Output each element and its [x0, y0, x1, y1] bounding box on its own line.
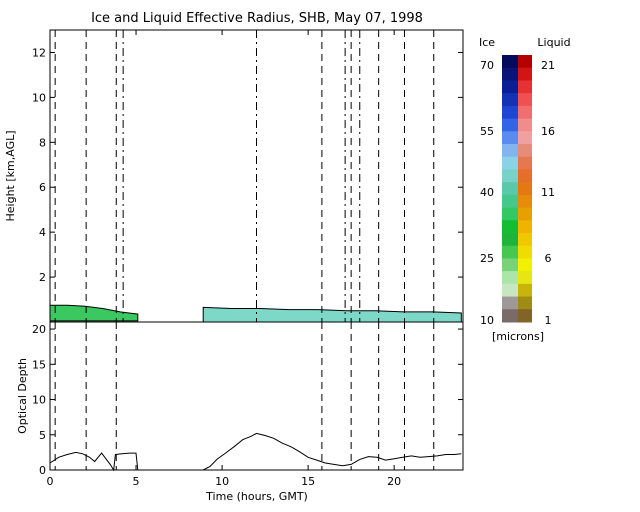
- ice-color-cell-18: [502, 271, 518, 285]
- optical-depth-tick-label-10: 10: [32, 394, 46, 407]
- ice-color-cell-16: [502, 245, 518, 259]
- ice-color-cell-17: [502, 258, 518, 272]
- ice-color-cell-10: [502, 169, 518, 183]
- height-tick-label-10: 10: [32, 91, 46, 104]
- liquid-color-cell-15: [518, 233, 532, 247]
- ice-color-cell-7: [502, 131, 518, 145]
- ice-color-cell-21: [502, 309, 518, 323]
- liquid-tick-label-11: 11: [541, 186, 555, 199]
- ice-color-cell-4: [502, 93, 518, 107]
- ice-tick-label-70: 70: [480, 59, 494, 72]
- colorbar-tick-labels: 70 55 40 25 10 21 16 11 6 1: [480, 59, 555, 327]
- ice-tick-label-55: 55: [480, 125, 494, 138]
- ice-tick-label-10: 10: [480, 314, 494, 327]
- liquid-color-cell-16: [518, 245, 532, 259]
- optical-depth-tick-label-15: 15: [32, 358, 46, 371]
- ice-color-cell-6: [502, 118, 518, 132]
- ice-color-cell-11: [502, 182, 518, 196]
- liquid-color-cell-19: [518, 283, 532, 298]
- optical-depth-tick-label-0: 0: [39, 464, 46, 477]
- liquid-tick-label-6: 6: [545, 252, 552, 265]
- effective-radius-plot-area: [49, 30, 462, 323]
- y-axis-label-optical-depth: Optical Depth: [16, 358, 29, 434]
- ice-color-cell-8: [502, 144, 518, 158]
- cloud-layer-2: [202, 306, 462, 323]
- time-axis-ticks: 0 5 10 15 20: [47, 30, 401, 488]
- height-tick-label-12: 12: [32, 46, 46, 59]
- liquid-color-cell-18: [518, 271, 532, 285]
- height-tick-label-2: 2: [39, 271, 46, 284]
- optical-depth-axis-ticks: 0 5 10 15 20: [32, 323, 463, 477]
- ice-color-cell-1: [502, 55, 518, 69]
- liquid-color-cell-17: [518, 258, 532, 272]
- ice-color-cell-12: [502, 194, 518, 209]
- liquid-color-cell-8: [518, 144, 532, 158]
- effective-radius-panel: 2 4 6 8 10 12 Height [km,AGL]: [4, 29, 464, 323]
- time-tick-label-5: 5: [133, 475, 140, 488]
- time-tick-label-10: 10: [215, 475, 229, 488]
- height-tick-label-8: 8: [39, 136, 46, 149]
- optical-depth-tick-label-20: 20: [32, 323, 46, 336]
- bottom-plot-frame: [49, 321, 464, 471]
- y-axis-label-height: Height [km,AGL]: [4, 130, 17, 221]
- liquid-tick-label-16: 16: [541, 125, 555, 138]
- time-tick-label-20: 20: [387, 475, 401, 488]
- cloud-layer-1: [49, 304, 139, 322]
- height-axis-ticks: 2 4 6 8 10 12: [32, 46, 463, 284]
- colorbar-liquid-label: Liquid: [537, 36, 570, 49]
- liquid-color-cell-3: [518, 80, 532, 94]
- colorbar-units-label: [microns]: [492, 330, 544, 343]
- liquid-color-cell-13: [518, 207, 532, 221]
- optical-depth-tick-label-5: 5: [39, 429, 46, 442]
- liquid-color-cell-9: [518, 156, 532, 170]
- liquid-color-cell-11: [518, 182, 532, 196]
- colorbar-ice-scale: [502, 55, 518, 323]
- optical-depth-plot-area: [49, 322, 462, 472]
- time-tick-label-0: 0: [47, 475, 54, 488]
- liquid-color-cell-14: [518, 220, 532, 234]
- optical-depth-line-1: [49, 432, 462, 472]
- liquid-color-cell-10: [518, 169, 532, 183]
- chart-title: Ice and Liquid Effective Radius, SHB, Ma…: [91, 11, 423, 26]
- height-tick-label-4: 4: [39, 226, 46, 239]
- liquid-color-cell-6: [518, 118, 532, 132]
- colorbar-liquid-scale: [518, 55, 532, 323]
- ice-color-cell-15: [502, 233, 518, 247]
- ice-color-cell-3: [502, 80, 518, 94]
- ice-tick-label-25: 25: [480, 252, 494, 265]
- liquid-color-cell-21: [518, 309, 532, 323]
- colorbar-ice-label: Ice: [479, 36, 495, 49]
- time-tick-label-15: 15: [301, 475, 315, 488]
- ice-color-cell-20: [502, 296, 518, 310]
- ice-color-cell-13: [502, 207, 518, 221]
- colorbar: Ice Liquid 70 55 40 25 10 21 16 11 6 1 [microns]: [479, 36, 571, 343]
- liquid-color-cell-12: [518, 194, 532, 209]
- optical-depth-panel: 0 5 10 15 20 0 5 10 15 20 Optical Depth Time (ho…: [16, 30, 464, 503]
- liquid-color-cell-4: [518, 93, 532, 107]
- liquid-color-cell-20: [518, 296, 532, 310]
- liquid-color-cell-7: [518, 131, 532, 145]
- ice-color-cell-14: [502, 220, 518, 234]
- liquid-tick-label-21: 21: [541, 59, 555, 72]
- liquid-color-cell-1: [518, 55, 532, 69]
- ice-color-cell-9: [502, 156, 518, 170]
- x-axis-label-time: Time (hours, GMT): [205, 490, 308, 503]
- ice-color-cell-2: [502, 67, 518, 81]
- liquid-color-cell-2: [518, 67, 532, 81]
- liquid-tick-label-1: 1: [545, 314, 552, 327]
- ice-color-cell-19: [502, 283, 518, 298]
- ice-tick-label-40: 40: [480, 186, 494, 199]
- liquid-color-cell-5: [518, 105, 532, 120]
- ice-color-cell-5: [502, 105, 518, 120]
- height-tick-label-6: 6: [39, 181, 46, 194]
